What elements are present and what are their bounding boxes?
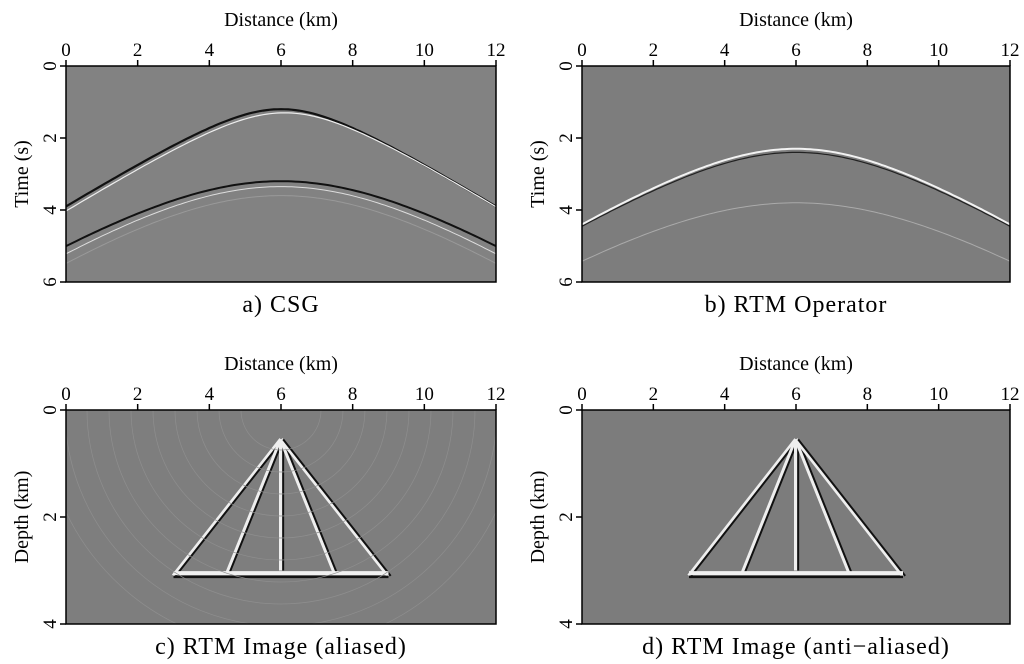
reflection (582, 202, 1010, 262)
artifact (86, 410, 476, 605)
x-tick-label: 0 (577, 384, 587, 405)
x-tick-label: 10 (415, 40, 434, 61)
y-tick-label: 2 (556, 133, 577, 143)
reflector (228, 439, 285, 574)
panel: 0 2 4 6 8 10 12 0 2 4 6 Distance (km) Time (s) b) RTM… (527, 9, 1020, 318)
reflector (740, 438, 798, 574)
artifact (196, 410, 366, 495)
artifact (152, 410, 410, 539)
x-tick-label: 10 (929, 40, 948, 61)
x-tick-label: 12 (487, 384, 506, 405)
reflector (279, 438, 391, 578)
y-tick-label: 4 (40, 619, 61, 629)
y-axis-label: Time (s) (11, 140, 33, 208)
y-tick-label: 2 (40, 133, 61, 143)
x-axis-label: Distance (km) (224, 353, 338, 375)
image-background (66, 66, 496, 282)
y-axis-label: Time (s) (527, 140, 549, 208)
reflector (743, 439, 800, 574)
y-tick-label: 6 (40, 277, 61, 287)
caption: d) RTM Image (anti−aliased) (642, 634, 950, 660)
reflector (279, 438, 337, 574)
reflector (282, 439, 338, 574)
y-tick-label: 4 (556, 619, 577, 629)
caption: a) CSG (242, 292, 319, 318)
y-axis-label: Depth (km) (527, 471, 549, 564)
reflection (66, 186, 496, 255)
y-tick-label: 0 (556, 61, 577, 71)
reflection (582, 147, 1010, 226)
x-tick-label: 0 (61, 40, 71, 61)
y-tick-label: 2 (40, 512, 61, 522)
x-tick-label: 6 (276, 40, 286, 61)
x-tick-label: 2 (649, 384, 659, 405)
caption: c) RTM Image (aliased) (155, 634, 407, 660)
y-tick-label: 4 (556, 205, 577, 215)
x-tick-label: 2 (133, 384, 143, 405)
x-tick-label: 6 (791, 384, 801, 405)
y-tick-label: 0 (40, 61, 61, 71)
seismic-image (582, 147, 1010, 262)
y-axis-label: Depth (km) (11, 471, 33, 564)
x-tick-label: 10 (415, 384, 434, 405)
artifact (174, 410, 388, 517)
reflector (171, 438, 283, 578)
panel: 0 2 4 6 8 10 12 0 2 4 6 Distance (km) Time (s) a) CSG (11, 9, 506, 318)
reflector (282, 438, 392, 577)
y-tick-label: 6 (556, 277, 577, 287)
reflector (797, 439, 853, 574)
x-tick-label: 12 (487, 40, 506, 61)
x-tick-label: 8 (863, 384, 873, 405)
reflector (690, 438, 799, 577)
artifact (218, 410, 344, 473)
x-tick-label: 2 (133, 40, 143, 61)
x-tick-label: 6 (791, 40, 801, 61)
reflection (582, 151, 1010, 227)
y-tick-label: 2 (556, 512, 577, 522)
reflector (687, 438, 798, 578)
reflector (174, 438, 284, 577)
x-tick-label: 4 (720, 40, 730, 61)
seismic-image (66, 410, 496, 624)
reflector (794, 438, 852, 574)
reflection (66, 195, 496, 264)
reflector (225, 438, 283, 574)
seismic-image (687, 438, 906, 579)
x-tick-label: 12 (1001, 384, 1020, 405)
y-tick-label: 0 (40, 405, 61, 415)
reflector (797, 438, 906, 577)
x-tick-label: 0 (577, 40, 587, 61)
y-tick-label: 0 (556, 405, 577, 415)
x-tick-label: 0 (61, 384, 71, 405)
reflection (66, 112, 496, 212)
x-tick-label: 4 (205, 40, 215, 61)
artifact (130, 410, 432, 561)
image-background (582, 66, 1010, 282)
reflector (794, 438, 905, 578)
x-axis-label: Distance (km) (224, 9, 338, 31)
x-tick-label: 10 (929, 384, 948, 405)
x-tick-label: 4 (205, 384, 215, 405)
x-tick-label: 6 (276, 384, 286, 405)
reflection (66, 180, 496, 248)
panel: 0 2 4 6 8 10 12 0 2 4 Distance (km) Depth (km) d) RT… (527, 353, 1020, 660)
caption: b) RTM Operator (705, 292, 888, 318)
artifact (240, 410, 322, 451)
x-tick-label: 8 (348, 384, 358, 405)
x-tick-label: 4 (720, 384, 730, 405)
x-tick-label: 12 (1001, 40, 1020, 61)
panel: 0 2 4 6 8 10 12 0 2 4 Distance (km) Depth (km) c) RT… (11, 353, 506, 660)
x-tick-label: 2 (649, 40, 659, 61)
x-tick-label: 8 (348, 40, 358, 61)
artifact (108, 410, 454, 583)
x-axis-label: Distance (km) (739, 353, 853, 375)
y-tick-label: 4 (40, 205, 61, 215)
seismic-image (66, 108, 496, 264)
x-tick-label: 8 (863, 40, 873, 61)
x-axis-label: Distance (km) (739, 9, 853, 31)
